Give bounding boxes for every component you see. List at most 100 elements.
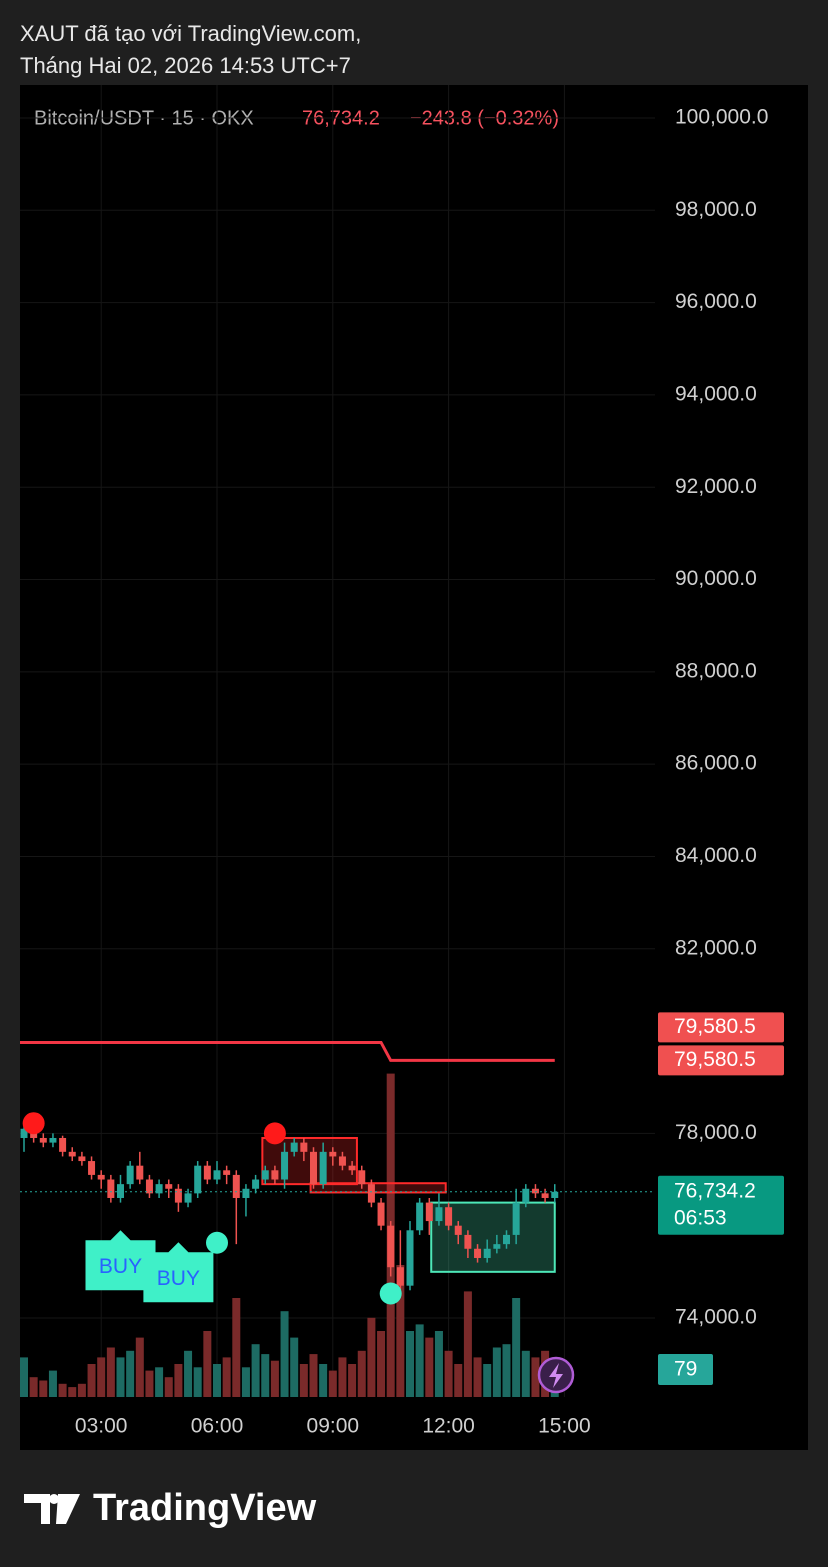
header-line: XAUT đã tạo với TradingView.com, (20, 21, 361, 46)
candle-body (290, 1142, 298, 1152)
signal-dot (206, 1231, 228, 1254)
x-tick-label: 15:00 (538, 1415, 591, 1438)
volume-bar (483, 1364, 492, 1397)
candle-body (319, 1151, 327, 1185)
volume-bar (425, 1337, 434, 1397)
candle-body (30, 1133, 38, 1138)
volume-bar (338, 1357, 347, 1397)
candle-body (454, 1225, 462, 1235)
volume-bar (357, 1350, 366, 1397)
candle-body (126, 1165, 134, 1185)
candle-body (464, 1234, 472, 1249)
line-label: 79,580.5 (674, 1048, 756, 1071)
signal-dot (379, 1282, 402, 1305)
candle-body (194, 1165, 202, 1194)
candle-body (20, 1128, 28, 1138)
volume-bar (406, 1331, 414, 1397)
y-tick-label: 88,000.0 (675, 659, 757, 682)
volume-bar (106, 1347, 115, 1397)
line-label: 79,580.5 (674, 1015, 756, 1038)
volume-bar (396, 1265, 405, 1397)
volume-bar (463, 1291, 472, 1397)
volume-bar (502, 1344, 511, 1397)
volume-bar (454, 1364, 463, 1397)
volume-bar (280, 1311, 289, 1397)
volume-label: 79 (674, 1358, 697, 1381)
volume-bar (77, 1383, 86, 1397)
volume-bar (512, 1298, 521, 1397)
y-tick-label: 82,000.0 (675, 936, 757, 959)
header-line: Tháng Hai 02, 2026 14:53 UTC+7 (20, 53, 351, 78)
volume-bar (377, 1331, 386, 1397)
candle-body (136, 1165, 144, 1180)
candle-body (387, 1225, 395, 1268)
candle-body (416, 1202, 424, 1231)
candle-body (531, 1188, 539, 1194)
volume-bar (521, 1350, 530, 1397)
volume-bar (309, 1354, 318, 1397)
candle-body (88, 1161, 96, 1175)
line-label-bg (658, 1045, 784, 1076)
candle-body (512, 1202, 520, 1235)
volume-bar (299, 1364, 308, 1397)
candle-body (252, 1179, 260, 1189)
volume-bar (251, 1344, 260, 1397)
volume-bar (135, 1337, 144, 1397)
volume-bar (164, 1377, 173, 1397)
candle-body (117, 1184, 124, 1198)
candle-body (97, 1174, 105, 1180)
candle-body (551, 1191, 559, 1198)
candle-body (483, 1248, 491, 1258)
logo (24, 1494, 80, 1524)
candle-body (358, 1170, 366, 1185)
candle-body (396, 1267, 404, 1286)
candle-body (203, 1165, 211, 1180)
volume-bar (222, 1357, 231, 1397)
buy-badge (143, 1242, 214, 1303)
volume-bar (20, 1357, 28, 1397)
candle-body (425, 1202, 433, 1222)
candle-body (145, 1179, 153, 1194)
candle-body (281, 1151, 289, 1180)
volume-bar (87, 1364, 96, 1397)
candle-body (338, 1156, 346, 1166)
volume-bar (29, 1377, 38, 1397)
volume-bar (531, 1357, 540, 1397)
buy-badge (85, 1230, 156, 1291)
volume-bar (473, 1357, 482, 1397)
volume-bar (116, 1357, 125, 1397)
signal-dot (22, 1112, 45, 1135)
volume-bar (319, 1364, 328, 1397)
candle-body (39, 1137, 47, 1143)
volume-bar (415, 1324, 424, 1397)
candle-body (503, 1234, 510, 1245)
candle-body (213, 1170, 221, 1180)
buy-label: BUY (99, 1255, 142, 1278)
volume-label-bg (658, 1354, 713, 1385)
volume-bar (290, 1337, 299, 1397)
candle-body (377, 1202, 385, 1226)
y-tick-label: 74,000.0 (675, 1306, 757, 1329)
countdown: 06:53 (674, 1206, 727, 1229)
volume-bar (492, 1347, 501, 1397)
signal-dot (263, 1122, 286, 1145)
volume-bar (193, 1367, 202, 1397)
volume-bar (174, 1364, 183, 1397)
volume-bar (126, 1350, 135, 1397)
alert-icon (549, 1363, 563, 1388)
candle-body (78, 1156, 86, 1162)
y-tick-label: 94,000.0 (675, 382, 757, 405)
candle-body (242, 1188, 250, 1198)
candle-body (406, 1230, 414, 1286)
candle-body (348, 1165, 356, 1171)
candle-body (522, 1188, 530, 1203)
candle-body (435, 1207, 443, 1222)
volume-bar (203, 1331, 212, 1397)
candle-body (271, 1170, 279, 1180)
candle-body (310, 1151, 317, 1185)
buy-label: BUY (157, 1267, 200, 1290)
volume-bar (155, 1367, 164, 1397)
candle-body (261, 1170, 269, 1180)
candle-body (493, 1244, 501, 1249)
